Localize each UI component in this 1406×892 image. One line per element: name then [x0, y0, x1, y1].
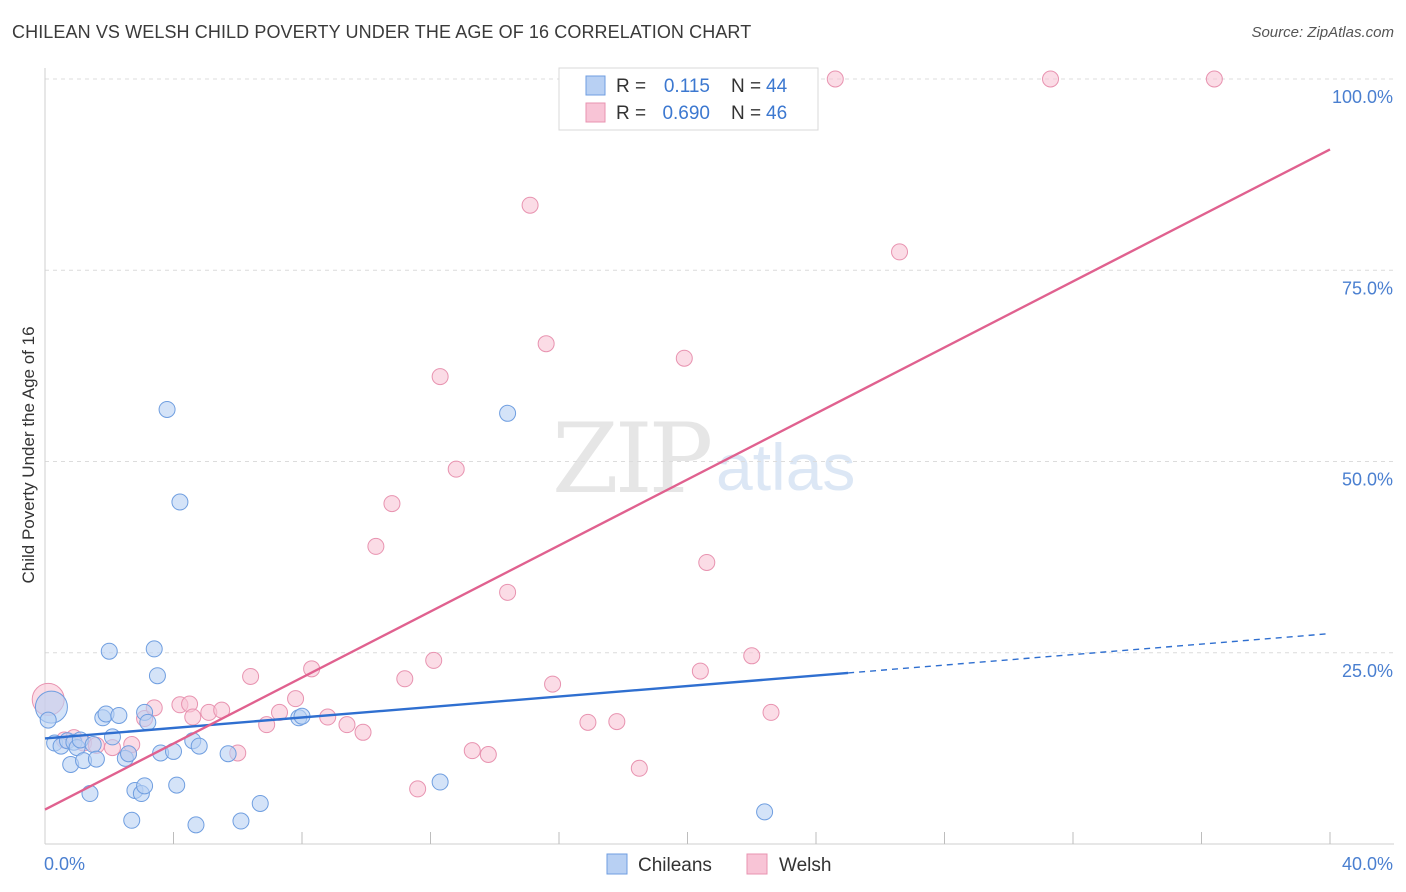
scatter-point-welsh [579, 713, 597, 731]
scatter-point-welsh [184, 708, 202, 726]
y-axis-label: Child Poverty Under the Age of 16 [19, 326, 38, 583]
scatter-point-chileans [219, 745, 237, 763]
scatter-point-chileans [232, 812, 250, 830]
scatter-point-chileans [84, 736, 102, 754]
scatter-point-chileans [100, 642, 118, 660]
y-tick-label: 75.0% [1342, 278, 1393, 298]
trendline-chileans [44, 671, 849, 740]
scatter-point-welsh [447, 460, 465, 478]
scatter-point-chileans [139, 713, 157, 731]
scatter-point-welsh [287, 690, 305, 708]
legend-r-label-welsh: R = [616, 103, 646, 124]
scatter-point-chileans [158, 400, 176, 418]
scatter-point-welsh [354, 723, 372, 741]
series-legend: Chileans Welsh [606, 853, 831, 876]
legend-n-value-welsh: 46 [766, 103, 787, 124]
legend-swatch-welsh [585, 102, 606, 123]
scatter-point-welsh [1205, 70, 1223, 88]
watermark-atlas: atlas [716, 430, 855, 504]
bottom-legend-label-welsh: Welsh [779, 855, 831, 876]
scatter-point-chileans [148, 667, 166, 685]
scatter-point-chileans [251, 794, 269, 812]
scatter-point-welsh [743, 647, 761, 665]
y-tick-label: 50.0% [1342, 470, 1393, 490]
y-tick-label: 100.0% [1332, 87, 1393, 107]
stats-legend: R = 0.115 N = 44 R = 0.690 N = 46 [558, 67, 819, 131]
scatter-point-welsh [675, 349, 693, 367]
watermark-zip: ZIP [552, 403, 711, 515]
scatter-point-chileans [190, 737, 208, 755]
scatter-point-chileans [187, 816, 205, 834]
scatter-point-chileans [39, 711, 57, 729]
legend-n-label-welsh: N = [731, 103, 761, 124]
scatter-point-welsh [409, 780, 427, 798]
legend-n-value-chileans: 44 [766, 76, 788, 97]
scatter-point-welsh [396, 670, 414, 688]
y-tick-label: 25.0% [1342, 661, 1393, 681]
scatter-point-chileans [499, 404, 517, 422]
scatter-point-chileans [145, 640, 163, 658]
scatter-point-welsh [242, 667, 260, 685]
trendline-welsh [44, 148, 1331, 811]
scatter-point-welsh [521, 196, 539, 214]
x-tick-label-max: 40.0% [1342, 854, 1393, 874]
scatter-point-welsh [630, 759, 648, 777]
scatter-point-welsh [608, 713, 626, 731]
scatter-point-chileans [136, 777, 154, 795]
scatter-point-chileans [120, 745, 138, 763]
bottom-legend-swatch-chileans [606, 853, 628, 875]
legend-n-label-chileans: N = [731, 76, 761, 97]
x-ticks [173, 832, 1331, 844]
scatter-point-welsh [826, 70, 844, 88]
scatter-point-chileans [81, 785, 99, 803]
legend-swatch-chileans [585, 75, 606, 96]
scatter-point-chileans [123, 811, 141, 829]
scatter-point-welsh [463, 742, 481, 760]
scatter-point-welsh [698, 553, 716, 571]
scatter-point-chileans [431, 773, 449, 791]
y-tick-labels: 25.0% 50.0% 75.0% 100.0% [1332, 87, 1393, 681]
legend-r-label-chileans: R = [616, 76, 646, 97]
x-tick-label-min: 0.0% [44, 854, 85, 874]
scatter-point-chileans [168, 776, 186, 794]
bottom-legend-swatch-welsh [746, 853, 768, 875]
scatter-point-welsh [367, 537, 385, 555]
series-chileans-points [34, 400, 774, 834]
scatter-point-welsh [338, 716, 356, 734]
legend-r-value-chileans: 0.115 [664, 76, 710, 97]
scatter-point-welsh [537, 335, 555, 353]
scatter-point-welsh [691, 662, 709, 680]
scatter-point-welsh [544, 675, 562, 693]
scatter-point-chileans [87, 750, 105, 768]
source-label: Source: ZipAtlas.com [1251, 24, 1394, 41]
scatter-point-welsh [891, 243, 909, 261]
legend-r-value-welsh: 0.690 [662, 103, 710, 124]
scatter-point-welsh [499, 583, 517, 601]
trendline-chileans-extension [848, 632, 1331, 674]
scatter-point-welsh [431, 368, 449, 386]
scatter-point-welsh [383, 495, 401, 513]
scatter-point-welsh [479, 745, 497, 763]
scatter-point-welsh [425, 651, 443, 669]
bottom-legend-label-chileans: Chileans [638, 855, 712, 876]
trendlines [44, 148, 1331, 811]
scatter-point-welsh [762, 703, 780, 721]
scatter-point-welsh [1042, 70, 1060, 88]
scatter-point-chileans [171, 493, 189, 511]
grid [45, 78, 1394, 654]
chart-title: CHILEAN VS WELSH CHILD POVERTY UNDER THE… [12, 22, 752, 42]
scatter-point-chileans [110, 706, 128, 724]
scatter-point-chileans [756, 803, 774, 821]
